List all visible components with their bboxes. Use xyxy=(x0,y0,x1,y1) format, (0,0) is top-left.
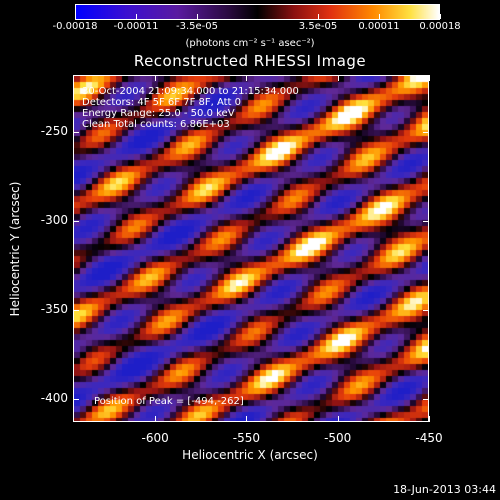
colorbar-tick-label: 0.00011 xyxy=(358,21,400,32)
colorbar-units: (photons cm⁻² s⁻¹ asec⁻²) xyxy=(185,38,315,49)
annotation-clean: Clean Total counts: 6.86E+03 xyxy=(82,119,230,130)
y-tick-label: -400 xyxy=(40,390,68,405)
annotation-time-range: 30-Oct-2004 21:09:34.000 to 21:15:34.000 xyxy=(82,86,299,97)
annotation-detectors: Detectors: 4F 5F 6F 7F 8F, Att 0 xyxy=(82,97,242,108)
y-tick-mark xyxy=(73,220,79,222)
x-tick-mark xyxy=(429,416,430,422)
x-tick-mark xyxy=(337,75,339,81)
x-tick-mark xyxy=(155,416,157,422)
x-tick-label: -500 xyxy=(324,431,352,445)
colorbar-tick-mark xyxy=(136,14,137,19)
x-tick-mark xyxy=(246,416,248,422)
y-tick-mark xyxy=(73,398,79,400)
y-tick-mark xyxy=(423,220,429,222)
annotation-peak: Position of Peak = [-494,-262] xyxy=(94,396,244,407)
image-plot: 30-Oct-2004 21:09:34.000 to 21:15:34.000… xyxy=(73,75,429,422)
x-tick-mark xyxy=(429,75,430,81)
colorbar-tick-mark xyxy=(440,14,441,19)
colorbar-tick-label: -0.00011 xyxy=(113,21,159,32)
x-tick-mark xyxy=(155,75,157,81)
y-tick-mark xyxy=(423,309,429,311)
colorbar-tick-mark xyxy=(75,14,76,19)
x-tick-mark xyxy=(337,416,339,422)
colorbar xyxy=(75,4,440,20)
colorbar-tick-mark xyxy=(197,14,198,19)
colorbar-tick-mark xyxy=(318,14,319,19)
colorbar-tick-label: -0.00018 xyxy=(52,21,98,32)
y-tick-mark xyxy=(423,131,429,133)
y-tick-label: -350 xyxy=(40,301,68,316)
y-tick-label: -250 xyxy=(40,123,68,138)
y-axis-label: Heliocentric Y (arcsec) xyxy=(8,181,22,317)
image-title: Reconstructed RHESSI Image xyxy=(133,52,367,70)
colorbar-tick-label: 3.5e-05 xyxy=(298,21,338,32)
annotation-energy: Energy Range: 25.0 - 50.0 keV xyxy=(82,108,235,119)
y-tick-label: -300 xyxy=(40,212,68,227)
x-tick-label: -450 xyxy=(415,431,443,445)
colorbar-tick-label: -3.5e-05 xyxy=(176,21,218,32)
x-tick-mark xyxy=(246,75,248,81)
colorbar-gradient xyxy=(76,5,439,19)
colorbar-tick-label: 0.00018 xyxy=(419,21,461,32)
y-tick-mark xyxy=(423,398,429,400)
colorbar-tick-mark xyxy=(379,14,380,19)
x-axis-label: Heliocentric X (arcsec) xyxy=(182,448,318,462)
rhessi-image xyxy=(74,76,428,421)
y-tick-mark xyxy=(73,131,79,133)
y-tick-mark xyxy=(73,309,79,311)
x-tick-label: -600 xyxy=(141,431,169,445)
date-stamp: 18-Jun-2013 03:44 xyxy=(393,483,496,496)
x-tick-label: -550 xyxy=(232,431,261,445)
